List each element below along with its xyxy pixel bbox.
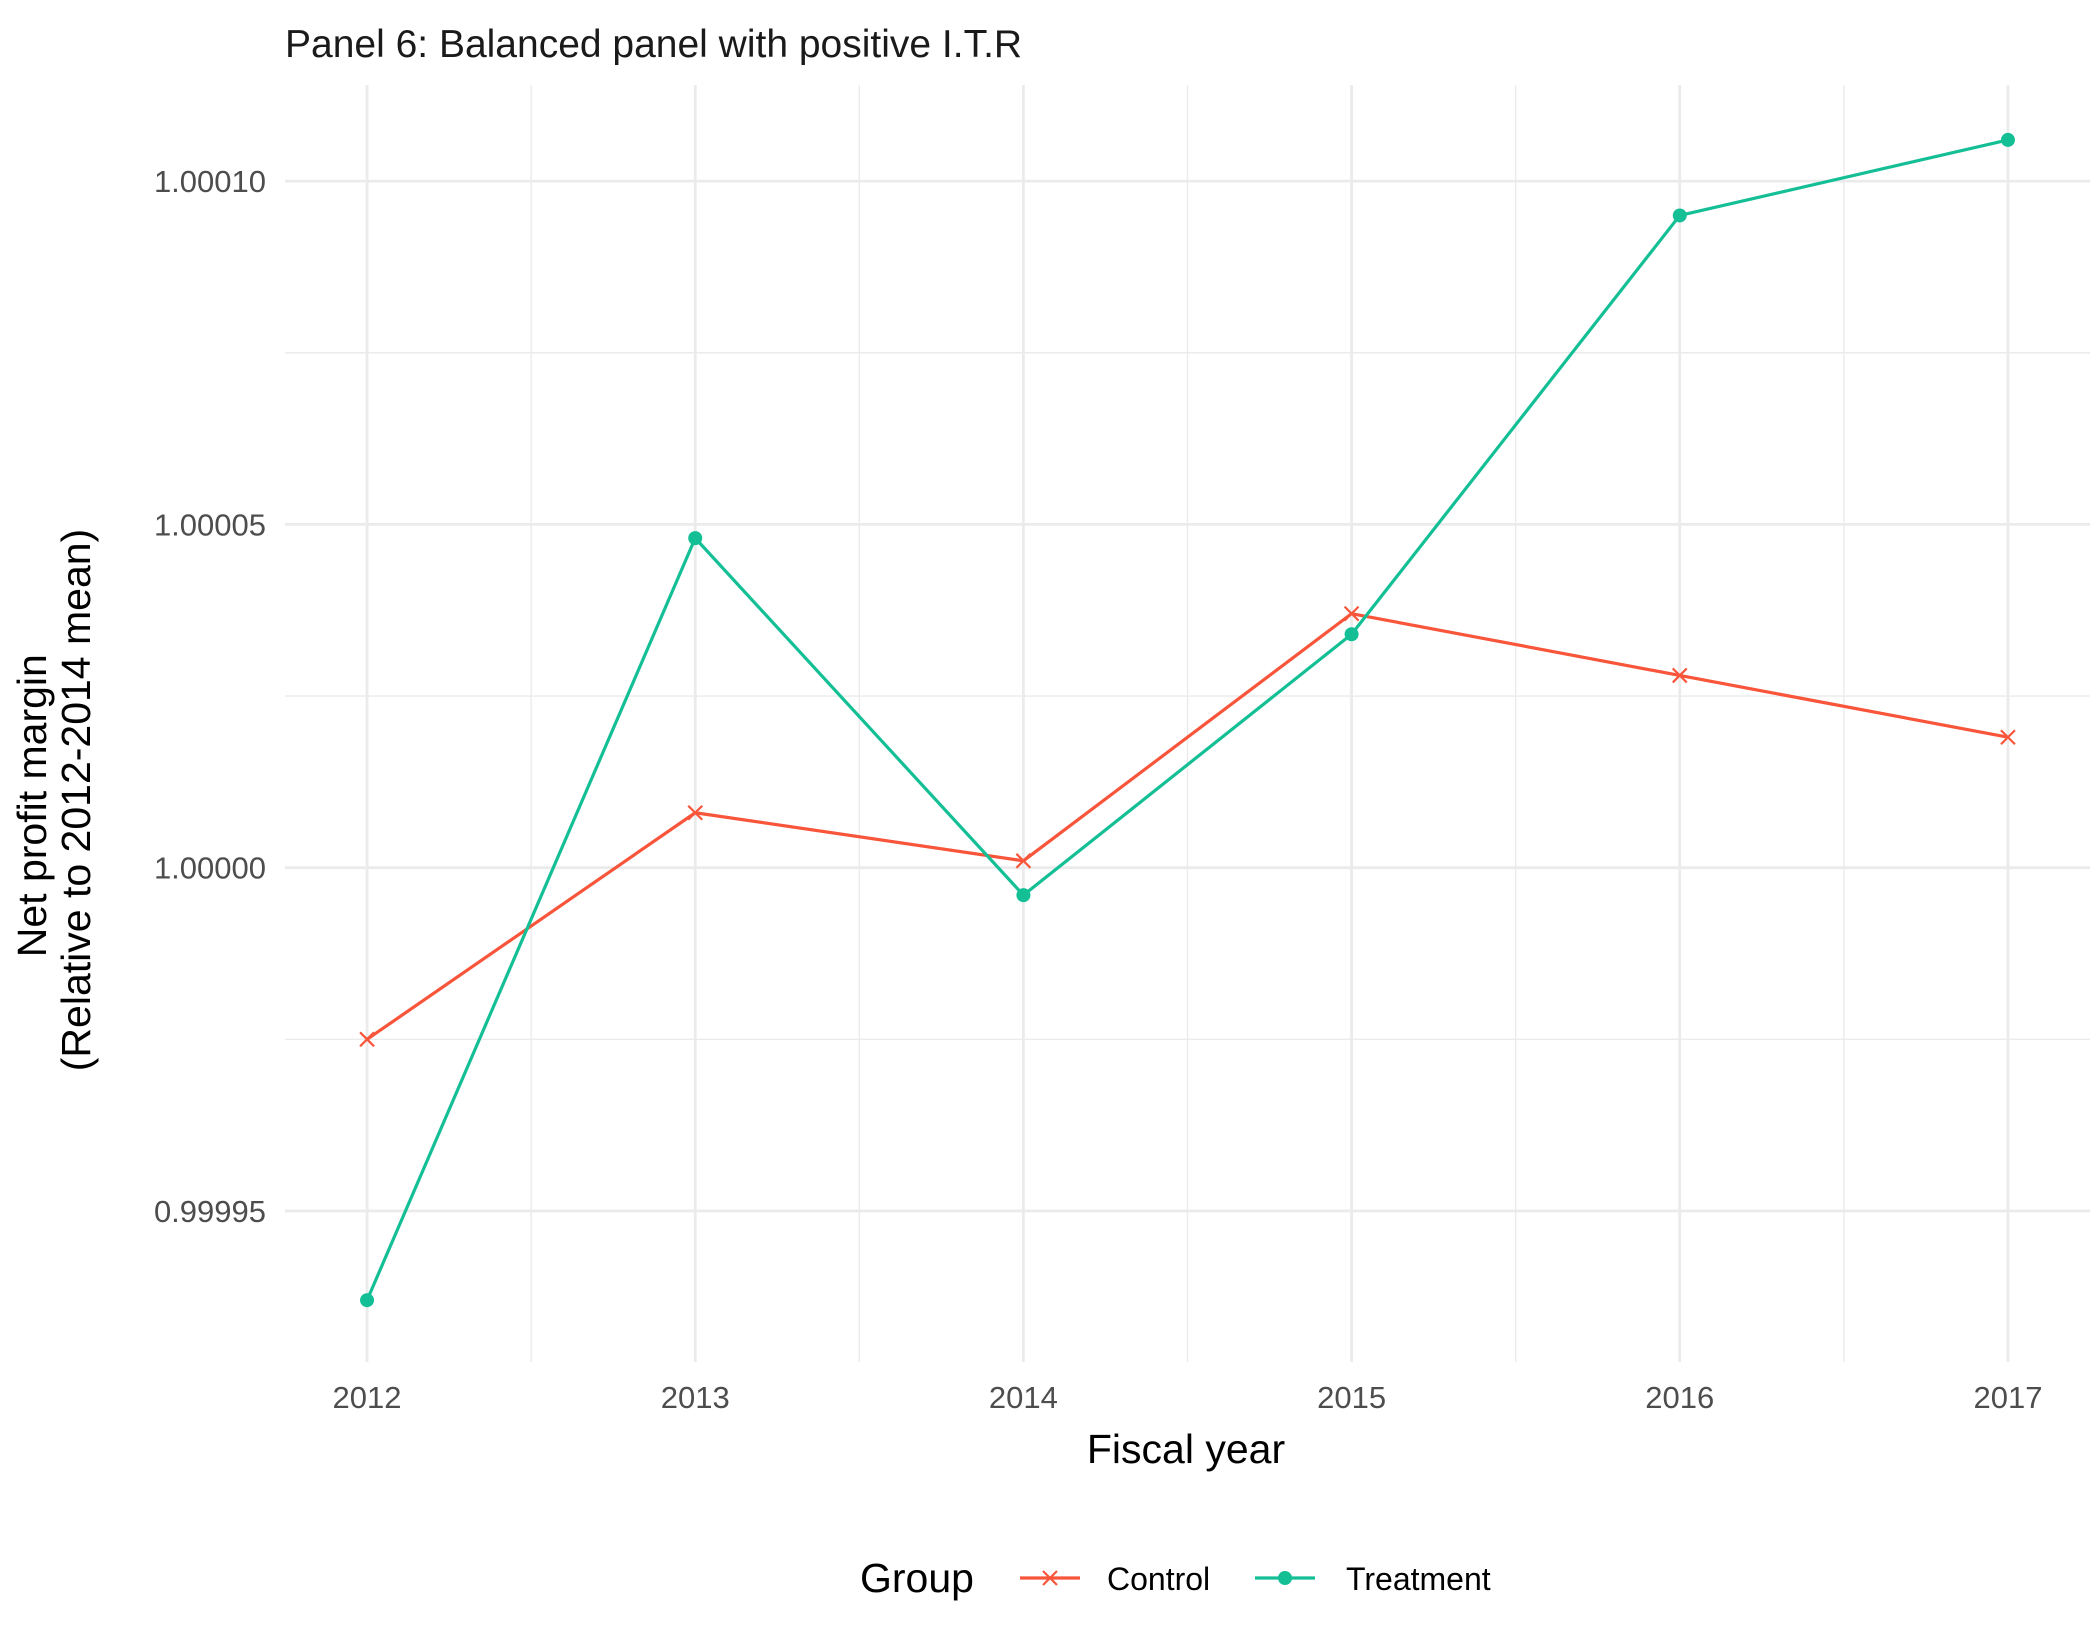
treatment-line bbox=[365, 138, 2009, 1301]
treatment-point bbox=[1672, 208, 1687, 223]
treatment-point bbox=[2000, 132, 2015, 147]
legend-label: Control bbox=[1107, 1561, 1210, 1597]
treatment-point bbox=[1016, 888, 1031, 903]
y-tick-label: 0.99995 bbox=[154, 1194, 266, 1229]
legend-item-treatment: Treatment bbox=[1255, 1561, 1491, 1597]
x-tick-label: 2013 bbox=[661, 1380, 730, 1415]
series-control bbox=[359, 605, 2016, 1048]
x-tick-label: 2017 bbox=[1973, 1380, 2042, 1415]
series-treatment bbox=[360, 132, 2015, 1308]
y-axis-title: Net profit margin (Relative to 2012-2014… bbox=[9, 529, 99, 1071]
x-tick-label: 2015 bbox=[1317, 1380, 1386, 1415]
treatment-point bbox=[1344, 627, 1359, 642]
treatment-point bbox=[360, 1293, 375, 1308]
x-axis-ticks: 2012 2013 2014 2015 2016 2017 bbox=[333, 1380, 2043, 1415]
legend-key-marker bbox=[1278, 1571, 1292, 1585]
legend-label: Treatment bbox=[1346, 1561, 1491, 1597]
y-axis-title-line-1: Net profit margin bbox=[9, 654, 55, 957]
control-point bbox=[1015, 853, 1032, 869]
legend-key-marker bbox=[1042, 1570, 1058, 1586]
series-layer bbox=[359, 132, 2016, 1308]
x-axis-title: Fiscal year bbox=[1087, 1426, 1285, 1472]
control-line bbox=[366, 612, 2009, 1041]
y-tick-label: 1.00005 bbox=[154, 507, 266, 542]
x-tick-label: 2014 bbox=[989, 1380, 1058, 1415]
control-point bbox=[687, 804, 704, 821]
x-tick-label: 2012 bbox=[333, 1380, 402, 1415]
y-tick-label: 1.00010 bbox=[154, 164, 266, 199]
control-point bbox=[1343, 605, 1360, 622]
grid bbox=[285, 85, 2090, 1362]
legend-item-control: Control bbox=[1020, 1561, 1210, 1597]
x-tick-label: 2016 bbox=[1645, 1380, 1714, 1415]
control-point bbox=[2000, 729, 2016, 746]
y-axis-ticks: 0.99995 1.00000 1.00005 1.00010 bbox=[154, 164, 266, 1229]
control-point bbox=[359, 1031, 375, 1048]
control-point bbox=[1671, 667, 1688, 684]
treatment-point bbox=[688, 531, 703, 546]
chart-title: Panel 6: Balanced panel with positive I.… bbox=[285, 23, 1022, 66]
y-axis-title-line-2: (Relative to 2012-2014 mean) bbox=[53, 529, 99, 1071]
y-tick-label: 1.00000 bbox=[154, 851, 266, 886]
legend: Group Control Treatment bbox=[860, 1555, 1491, 1601]
legend-title: Group bbox=[860, 1555, 974, 1601]
